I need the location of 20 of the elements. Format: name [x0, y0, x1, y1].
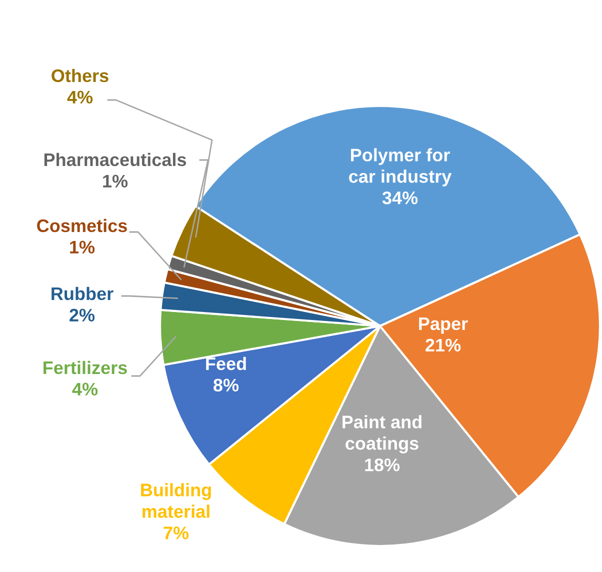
data-label: 7% [164, 526, 189, 540]
data-label: 1% [70, 240, 95, 254]
slice-label: Polymer for car industry [349, 148, 452, 186]
data-label: 4% [67, 90, 93, 104]
data-label: 18% [365, 458, 400, 472]
data-label: 2% [70, 308, 95, 322]
slice-label: Cosmetics [37, 218, 127, 232]
data-label: 21% [426, 338, 461, 352]
slice-label: Pharmaceuticals [44, 152, 186, 166]
data-label: 34% [382, 191, 418, 204]
data-label: 8% [214, 378, 239, 392]
data-label: 4% [72, 382, 98, 396]
slice-label: Paint and coatings [342, 415, 422, 454]
slice-label: Rubber [52, 286, 114, 300]
slice-label: Others [52, 68, 108, 82]
slice-label: Feed [206, 356, 246, 370]
data-label: 1% [103, 174, 128, 188]
slice-label: Paper [419, 318, 468, 334]
slice-label: Fertilizers [44, 360, 127, 374]
slice-label: Building material [141, 483, 211, 518]
